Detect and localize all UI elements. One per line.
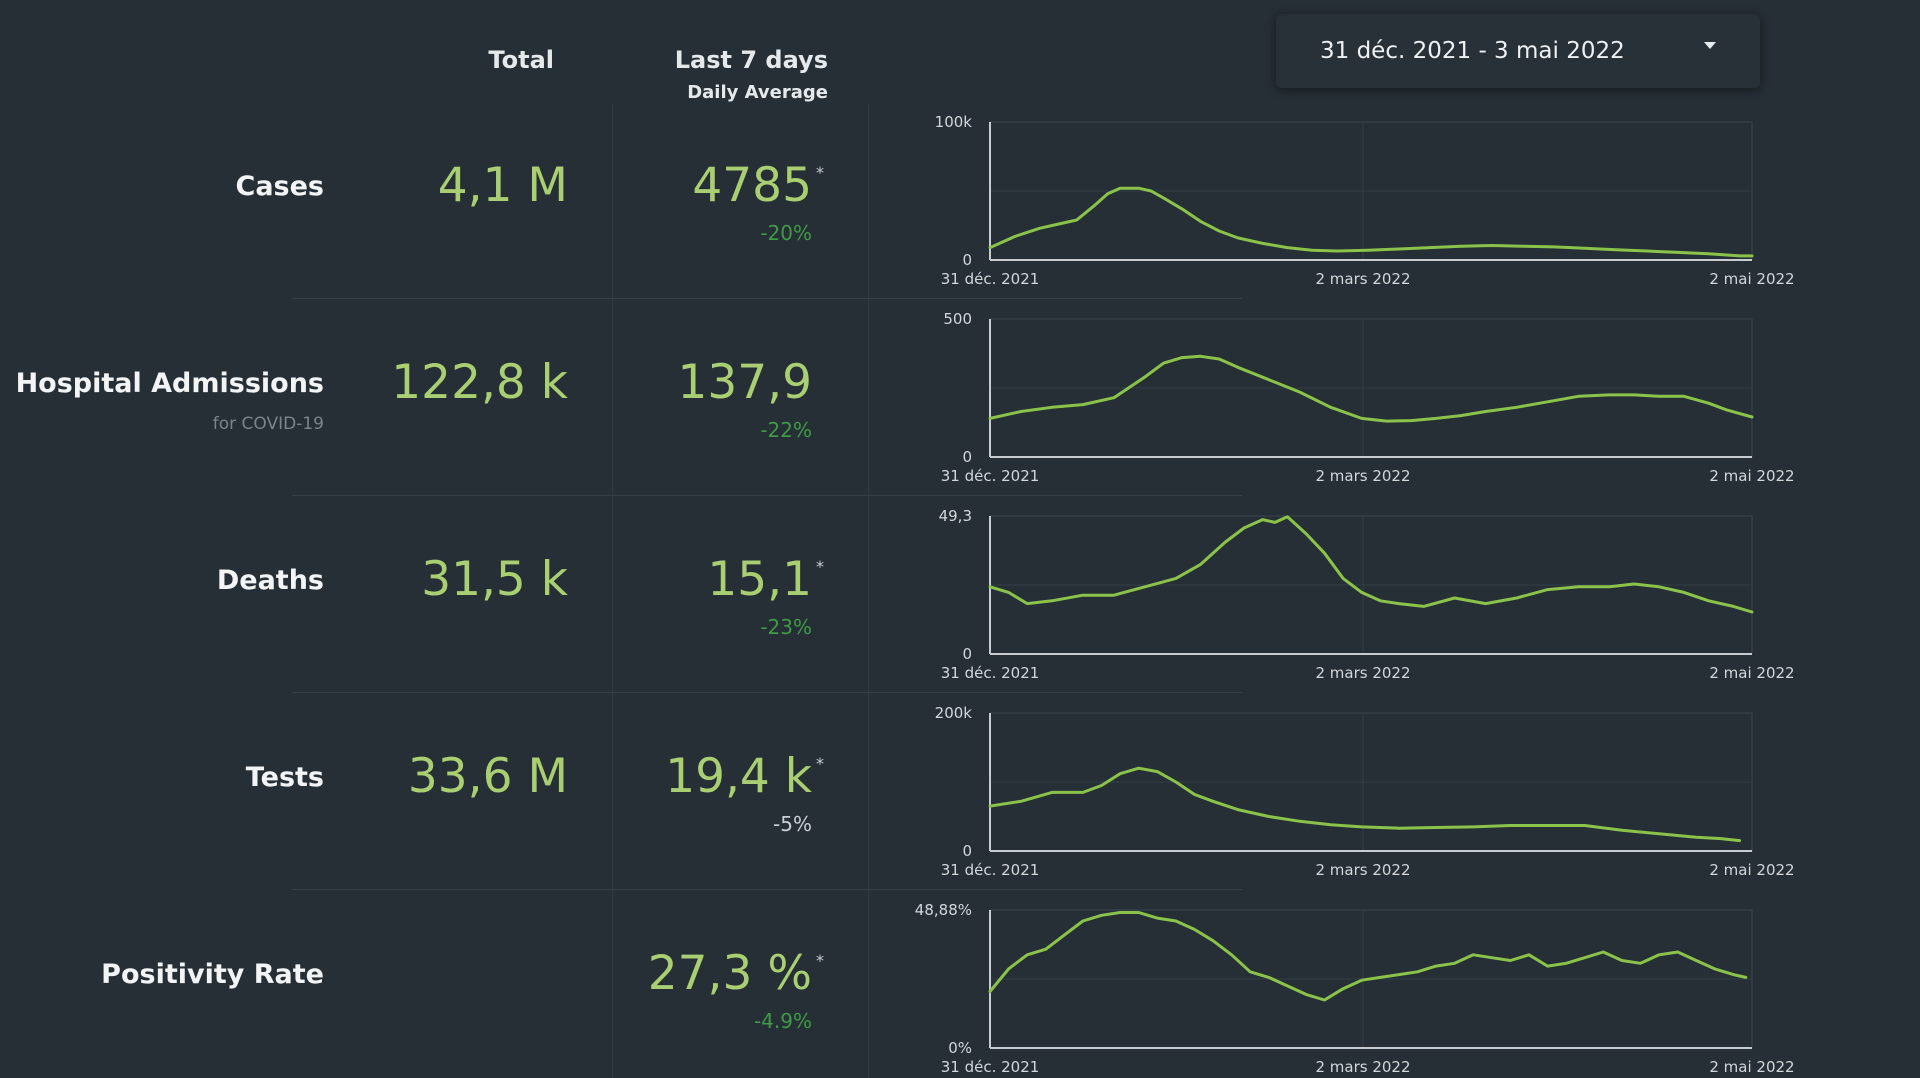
row-divider [292,495,1242,496]
tests-change: -5% [773,812,812,836]
tests-footnote-mark: * [816,754,824,773]
tests-chart-y-tick-max: 200k [935,704,973,722]
row-label-positivity-rate: Positivity Rate [101,959,324,990]
row-divider [292,889,1242,890]
chevron-down-icon [1704,41,1716,49]
tests-chart-x-tick-1: 2 mars 2022 [1315,861,1410,879]
cases-chart-x-tick-0: 31 déc. 2021 [941,270,1040,288]
cases-change: -20% [760,221,812,245]
positivity-rate-avg-value: 27,3 % [647,946,812,1001]
hospital-admissions-chart-series-line [988,354,1754,423]
deaths-chart-y-tick-max: 49,3 [939,507,972,525]
row-label-tests: Tests [245,762,324,793]
hospital-admissions-chart-y-tick-max: 500 [943,310,972,328]
positivity-rate-chart-y-tick-min: 0% [948,1039,972,1057]
positivity-rate-chart-x-tick-1: 2 mars 2022 [1315,1058,1410,1076]
cases-chart-x-tick-1: 2 mars 2022 [1315,270,1410,288]
positivity-rate-chart-x-tick-0: 31 déc. 2021 [941,1058,1040,1076]
date-range-value: 31 déc. 2021 - 3 mai 2022 [1320,38,1625,64]
positivity-rate-chart-series-line [988,911,1748,1002]
tests-chart-y-tick-min: 0 [962,842,972,860]
tests-total-value: 33,6 M [407,749,568,804]
hospital-admissions-change: -22% [760,418,812,442]
hospital-admissions-sublabel: for COVID-19 [212,414,324,434]
cases-chart-x-tick-2: 2 mai 2022 [1709,270,1794,288]
hospital-admissions-chart-x-tick-1: 2 mars 2022 [1315,467,1410,485]
row-divider [292,692,1242,693]
row-label-hospital-admissions: Hospital Admissions [15,368,324,399]
deaths-change: -23% [760,615,812,639]
tests-avg-value: 19,4 k [665,749,812,804]
hospital-admissions-chart-y-tick-min: 0 [962,448,972,466]
deaths-chart-y-tick-min: 0 [962,645,972,663]
positivity-rate-change: -4.9% [753,1009,812,1033]
positivity-rate-chart-x-tick-2: 2 mai 2022 [1709,1058,1794,1076]
deaths-chart-series-line [988,515,1754,614]
hospital-admissions-chart-x-tick-0: 31 déc. 2021 [941,467,1040,485]
cases-chart-series-line [988,186,1754,258]
cases-chart-y-tick-max: 100k [935,113,973,131]
hospital-admissions-avg-value: 137,9 [677,355,812,410]
row-label-deaths: Deaths [216,565,324,596]
row-divider [292,298,1242,299]
total-column-header: Total [488,46,554,74]
cases-footnote-mark: * [816,163,824,182]
tests-chart-x-tick-2: 2 mai 2022 [1709,861,1794,879]
hospital-admissions-chart-x-tick-2: 2 mai 2022 [1709,467,1794,485]
deaths-avg-value: 15,1 [707,552,812,607]
column-divider [868,104,869,1078]
deaths-total-value: 31,5 k [421,552,568,607]
cases-avg-value: 4785 [692,158,812,213]
column-divider [612,104,613,1078]
deaths-chart-x-tick-1: 2 mars 2022 [1315,664,1410,682]
cases-total-value: 4,1 M [437,158,568,213]
date-range-selector[interactable]: 31 déc. 2021 - 3 mai 2022 [1276,14,1760,88]
deaths-chart-x-tick-0: 31 déc. 2021 [941,664,1040,682]
positivity-rate-chart-y-tick-max: 48,88% [915,901,972,919]
cases-chart-y-tick-min: 0 [962,251,972,269]
deaths-chart-x-tick-2: 2 mai 2022 [1709,664,1794,682]
positivity-rate-footnote-mark: * [816,951,824,970]
tests-chart-x-tick-0: 31 déc. 2021 [941,861,1040,879]
hospital-admissions-total-value: 122,8 k [391,355,568,410]
last7-column-header: Last 7 days [674,46,828,74]
daily-average-subheader: Daily Average [687,82,828,103]
deaths-footnote-mark: * [816,557,824,576]
row-label-cases: Cases [235,171,325,202]
tests-chart-series-line [988,766,1742,843]
